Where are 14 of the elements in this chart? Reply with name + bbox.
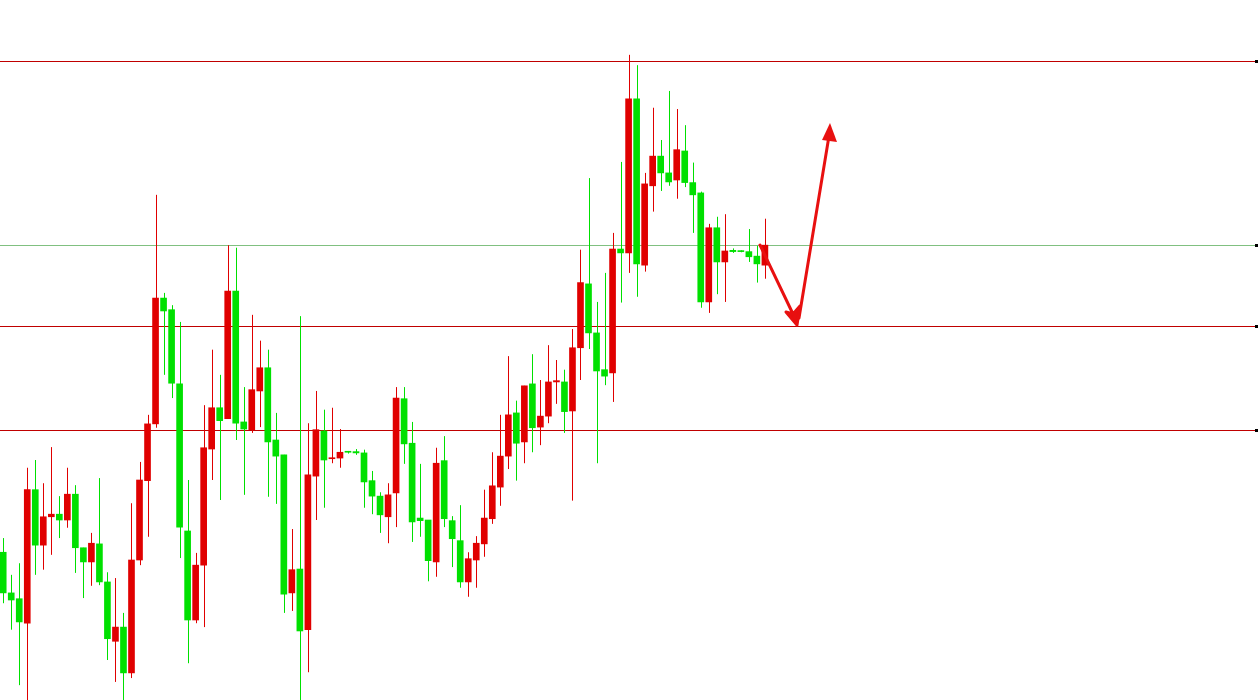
candlestick [745,228,753,263]
candlestick [721,213,729,303]
candlestick [56,495,63,539]
candlestick [288,528,296,612]
candlestick [537,379,544,446]
candlestick [216,374,224,501]
candlestick [88,532,95,587]
candlestick [112,577,119,683]
candlestick [448,515,456,568]
candlestick [657,139,664,192]
candlestick [328,407,336,464]
candlestick [553,359,560,405]
candlestick [617,161,624,304]
candlestick [665,90,673,187]
